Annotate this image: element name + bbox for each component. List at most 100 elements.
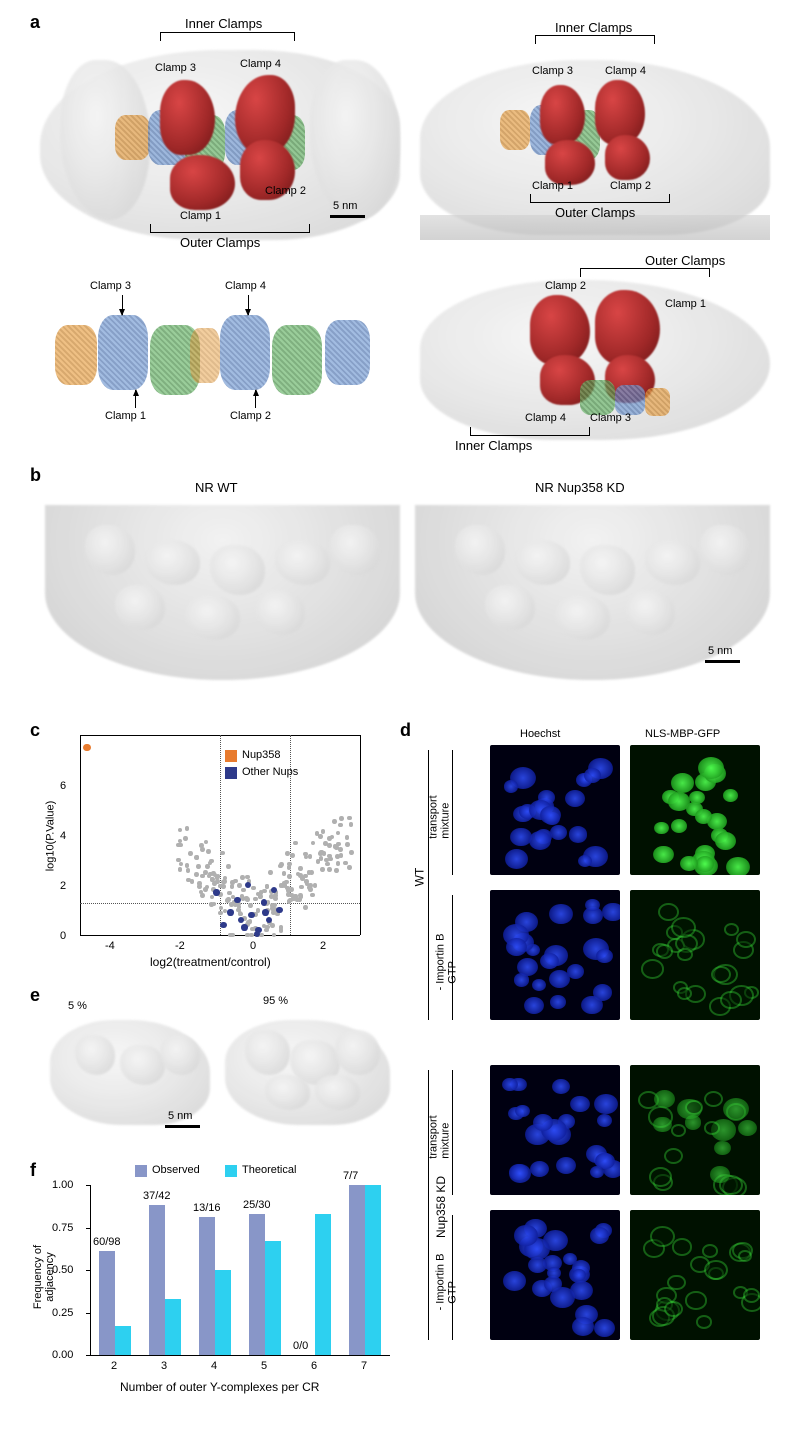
hoechst-image	[490, 890, 620, 1020]
hoechst-image	[490, 1210, 620, 1340]
cell-nucleus	[569, 826, 588, 842]
ytick: 2	[60, 880, 66, 892]
xtick-label: 5	[261, 1360, 267, 1372]
scale-bar	[330, 215, 365, 218]
ylabel: Frequency ofadjacency	[32, 1245, 56, 1309]
cell-gfp-dim	[677, 987, 692, 1000]
y-axis	[80, 735, 81, 935]
cell-nucleus	[532, 979, 546, 991]
clamp	[545, 140, 595, 185]
scatter-point	[347, 865, 352, 870]
scale-bar	[705, 660, 740, 663]
scatter-point	[238, 917, 244, 923]
pct-label: 95 %	[263, 995, 288, 1007]
scatter-point	[293, 841, 298, 846]
clamp2-label: Clamp 2	[265, 185, 306, 197]
scatter-point	[324, 858, 329, 863]
scale-text: 5 nm	[333, 200, 357, 212]
cell-gfp	[653, 846, 674, 864]
scatter-point	[228, 933, 233, 938]
cell-nucleus	[556, 1157, 576, 1174]
scatter-point	[234, 897, 240, 903]
scatter-point	[262, 889, 267, 894]
clamp1-label: Clamp 1	[180, 210, 221, 222]
bar-annotation: 37/42	[143, 1190, 171, 1202]
cell-nucleus	[597, 1114, 612, 1127]
scatter-point	[282, 871, 287, 876]
legend-swatch-other	[225, 767, 237, 779]
ytick-mark	[86, 1270, 90, 1271]
cell-nucleus	[540, 806, 561, 824]
ytick: 4	[60, 830, 66, 842]
em-knob	[160, 1035, 200, 1075]
scatter-point	[336, 831, 341, 836]
legend-other: Other Nups	[242, 766, 298, 778]
scatter-point	[345, 842, 350, 847]
ribbon	[98, 315, 148, 390]
scatter-point	[349, 822, 354, 827]
xtick-label: 3	[161, 1360, 167, 1372]
scatter-point	[308, 883, 313, 888]
scatter-point	[330, 835, 335, 840]
xtick-label: 6	[311, 1360, 317, 1372]
legend-swatch-nup358	[225, 750, 237, 762]
scatter-point	[251, 886, 256, 891]
gfp-image	[630, 745, 760, 875]
cell-nucleus	[549, 904, 572, 924]
hoechst-image	[490, 745, 620, 875]
cell-nucleus	[549, 970, 570, 988]
scatter-point	[327, 843, 332, 848]
scatter-point	[323, 841, 328, 846]
bar-theoretical	[165, 1299, 181, 1355]
cell-gfp-dim	[672, 1238, 692, 1255]
cell-gfp	[723, 789, 738, 801]
cell-nucleus	[503, 1271, 527, 1291]
panel-a-bottomright: Outer Clamps Clamp 2 Clamp 1 Inner Clamp…	[420, 260, 770, 450]
scatter-point	[209, 902, 214, 907]
bar-annotation: 60/98	[93, 1236, 121, 1248]
hoechst-image	[490, 1065, 620, 1195]
clamp4-label: Clamp 4	[225, 280, 266, 292]
bracket	[160, 32, 295, 40]
scatter-point	[197, 881, 202, 886]
clamp	[605, 135, 650, 180]
outer-clamps-label: Outer Clamps	[180, 235, 260, 250]
ribbon	[220, 315, 270, 390]
scatter-point	[327, 854, 332, 859]
row-imp: - Importin B- GTP	[434, 934, 458, 991]
scatter-point	[200, 874, 205, 879]
scale-text: 5 nm	[168, 1110, 192, 1122]
cell-nucleus	[602, 903, 620, 921]
cell-gfp	[738, 1120, 757, 1136]
ribbon	[500, 110, 530, 150]
row-mix: transportmixture	[428, 795, 452, 838]
ytick-label: 0.75	[52, 1222, 73, 1234]
ribbon	[190, 328, 220, 383]
arrow	[135, 390, 136, 408]
inner-clamps-label: Inner Clamps	[455, 438, 532, 453]
cell-gfp	[671, 773, 694, 793]
scatter-point	[272, 933, 277, 938]
scatter-point	[327, 867, 332, 872]
panel-e-right: 95 %	[225, 1000, 390, 1130]
arrow	[255, 390, 256, 408]
legend-nup358: Nup358	[242, 749, 281, 761]
cell-nucleus	[550, 825, 568, 840]
gfp-image	[630, 1210, 760, 1340]
cell-nucleus	[584, 768, 601, 783]
cell-nucleus	[514, 1225, 538, 1245]
cell-nucleus	[510, 828, 532, 847]
clamp4-label: Clamp 4	[605, 65, 646, 77]
cell-gfp-dim	[696, 1315, 712, 1329]
scatter-point	[309, 870, 314, 875]
scatter-point	[194, 872, 199, 877]
ribbon	[115, 115, 150, 160]
cell-nucleus	[515, 1105, 529, 1117]
cell-gfp	[654, 822, 668, 834]
scatter-point	[347, 816, 352, 821]
scatter-point	[178, 843, 183, 848]
gfp-image	[630, 1065, 760, 1195]
cell-gfp-dim	[720, 991, 741, 1009]
panel-label-b: b	[30, 465, 41, 486]
bracket	[150, 225, 310, 233]
